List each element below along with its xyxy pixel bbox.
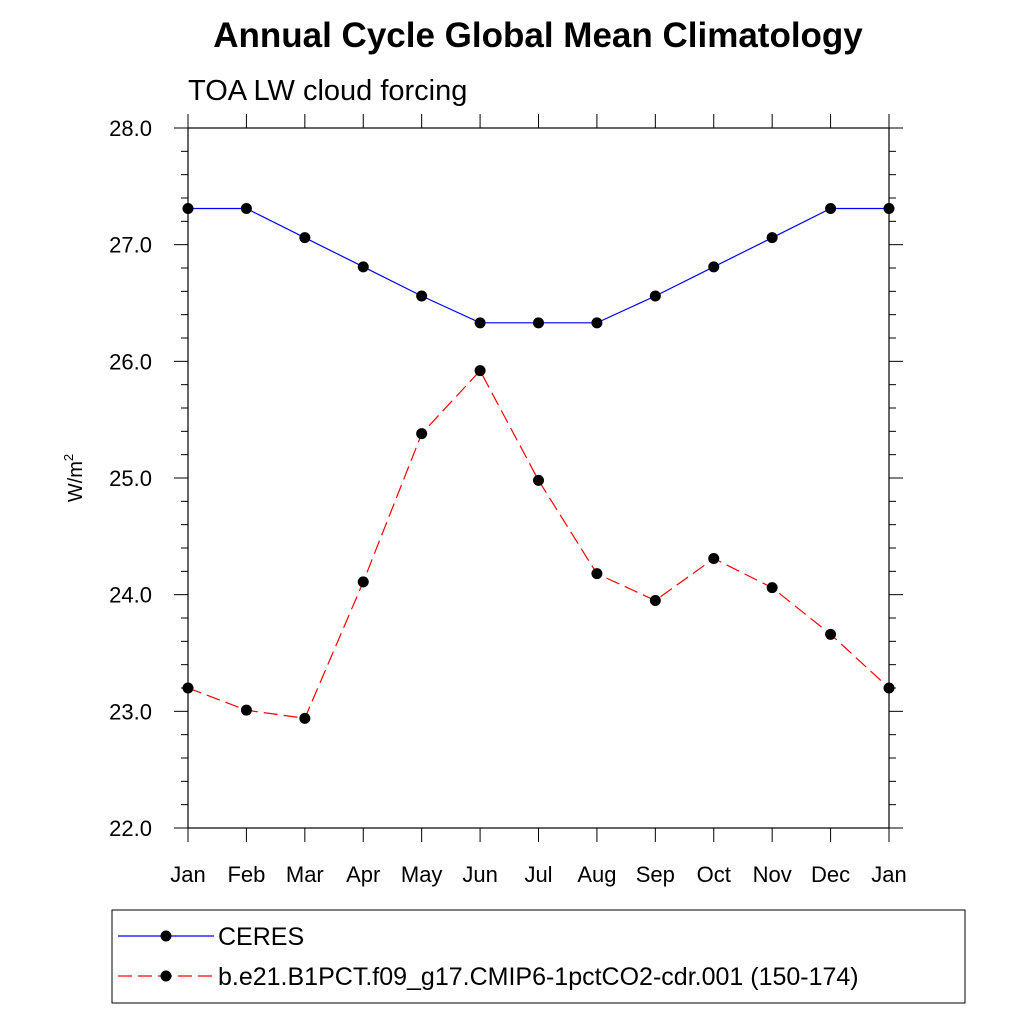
data-point: [883, 682, 895, 694]
y-tick-label: 27.0: [109, 233, 152, 258]
x-tick-label: Jan: [170, 862, 205, 887]
legend-marker: [160, 930, 172, 942]
y-tick-label: 25.0: [109, 466, 152, 491]
data-point: [591, 568, 603, 580]
data-point: [708, 261, 720, 273]
legend-marker: [160, 970, 172, 982]
data-point: [182, 682, 194, 694]
y-tick-label: 26.0: [109, 349, 152, 374]
data-point: [416, 428, 428, 440]
data-point: [649, 290, 661, 302]
x-tick-label: Apr: [346, 862, 380, 887]
legend-box: [111, 909, 966, 1004]
series-2: [182, 365, 895, 724]
chart-title: Annual Cycle Global Mean Climatology: [213, 16, 863, 55]
data-point: [299, 232, 311, 244]
x-tick-label: Aug: [577, 862, 616, 887]
y-axis-label-superscript: 2: [61, 454, 76, 461]
legend-label: CERES: [218, 923, 304, 951]
data-point: [182, 203, 194, 214]
chart-subtitle: TOA LW cloud forcing: [188, 75, 467, 107]
x-tick-label: Sep: [636, 862, 675, 887]
data-point: [591, 317, 603, 329]
data-point: [299, 712, 311, 724]
x-tick-label: Jun: [462, 862, 497, 887]
y-axis-label: W/m2: [61, 454, 87, 502]
data-point: [240, 704, 252, 716]
series-layer: [182, 203, 895, 724]
data-point: [766, 582, 778, 594]
x-tick-label: Dec: [811, 862, 850, 887]
data-point: [883, 203, 895, 214]
x-tick-label: Jan: [871, 862, 906, 887]
x-tick-labels: Jan Feb Mar Apr May Jun Jul Aug Sep Oct Nov Dec Jan: [170, 862, 906, 887]
data-point: [357, 261, 369, 273]
series-line: [187, 369, 890, 719]
legend-label: b.e21.B1PCT.f09_g17.CMIP6-1pctCO2-cdr.00…: [218, 963, 859, 991]
y-tick-label: 22.0: [109, 816, 152, 841]
series-line: [188, 207, 889, 324]
data-point: [766, 232, 778, 244]
x-tick-label: May: [401, 862, 443, 887]
y-tick-label: 24.0: [109, 583, 152, 608]
data-point: [357, 576, 369, 588]
y-axis-label-text: W/m: [65, 461, 87, 502]
data-point: [708, 553, 720, 564]
y-tick-label: 28.0: [109, 116, 152, 141]
x-tick-label: Jul: [524, 862, 552, 887]
data-point: [474, 365, 486, 377]
axis-ticks: [174, 114, 903, 842]
data-point: [533, 474, 544, 486]
legend: CERES b.e21.B1PCT.f09_g17.CMIP6-1pctCO2-c…: [118, 923, 859, 991]
y-tick-label: 23.0: [109, 699, 152, 724]
data-point: [533, 317, 544, 329]
x-tick-label: Mar: [286, 862, 324, 887]
y-tick-labels: 22.0 23.0 24.0 25.0 26.0 27.0 28.0: [109, 116, 152, 841]
data-point: [240, 203, 252, 214]
data-point: [649, 595, 661, 606]
data-point: [416, 290, 428, 302]
data-point: [474, 317, 486, 329]
x-tick-label: Oct: [697, 862, 731, 887]
x-tick-label: Feb: [227, 862, 265, 887]
series-1: [182, 203, 895, 329]
data-point: [825, 628, 837, 640]
x-tick-label: Nov: [753, 862, 792, 887]
data-point: [825, 203, 837, 214]
